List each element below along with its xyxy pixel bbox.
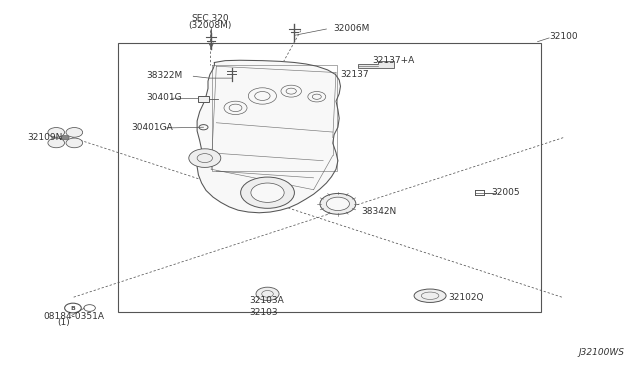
Circle shape (326, 197, 349, 211)
Circle shape (241, 177, 294, 208)
Bar (198, 96, 209, 102)
Text: B: B (70, 305, 76, 311)
Circle shape (61, 135, 69, 140)
Text: 30401G: 30401G (146, 93, 182, 102)
Circle shape (66, 128, 83, 137)
Polygon shape (358, 61, 394, 68)
Text: 32100: 32100 (549, 32, 578, 41)
Text: 32137: 32137 (340, 70, 369, 79)
Text: 32005: 32005 (492, 188, 520, 197)
Text: 38342N: 38342N (362, 207, 397, 216)
Polygon shape (197, 60, 340, 213)
Text: 32103: 32103 (250, 308, 278, 317)
Text: 32103A: 32103A (250, 296, 284, 305)
Text: 08184-0351A: 08184-0351A (44, 312, 104, 321)
Text: 32109N: 32109N (27, 133, 62, 142)
Circle shape (251, 183, 284, 202)
Text: 32102Q: 32102Q (448, 293, 483, 302)
Circle shape (256, 287, 279, 301)
Text: J32100WS: J32100WS (578, 348, 624, 357)
Bar (118, 43, 541, 312)
Ellipse shape (414, 289, 446, 302)
Circle shape (320, 193, 356, 214)
Text: 32137+A: 32137+A (372, 56, 415, 65)
Circle shape (66, 138, 83, 148)
Text: 38322M: 38322M (146, 71, 182, 80)
Circle shape (189, 149, 221, 167)
Circle shape (48, 138, 65, 148)
Circle shape (48, 128, 65, 137)
Text: 30401GA: 30401GA (131, 123, 173, 132)
Text: (1): (1) (58, 318, 70, 327)
Text: (32008M): (32008M) (188, 21, 232, 30)
Text: SEC.320: SEC.320 (191, 14, 228, 23)
Text: 32006M: 32006M (333, 24, 369, 33)
